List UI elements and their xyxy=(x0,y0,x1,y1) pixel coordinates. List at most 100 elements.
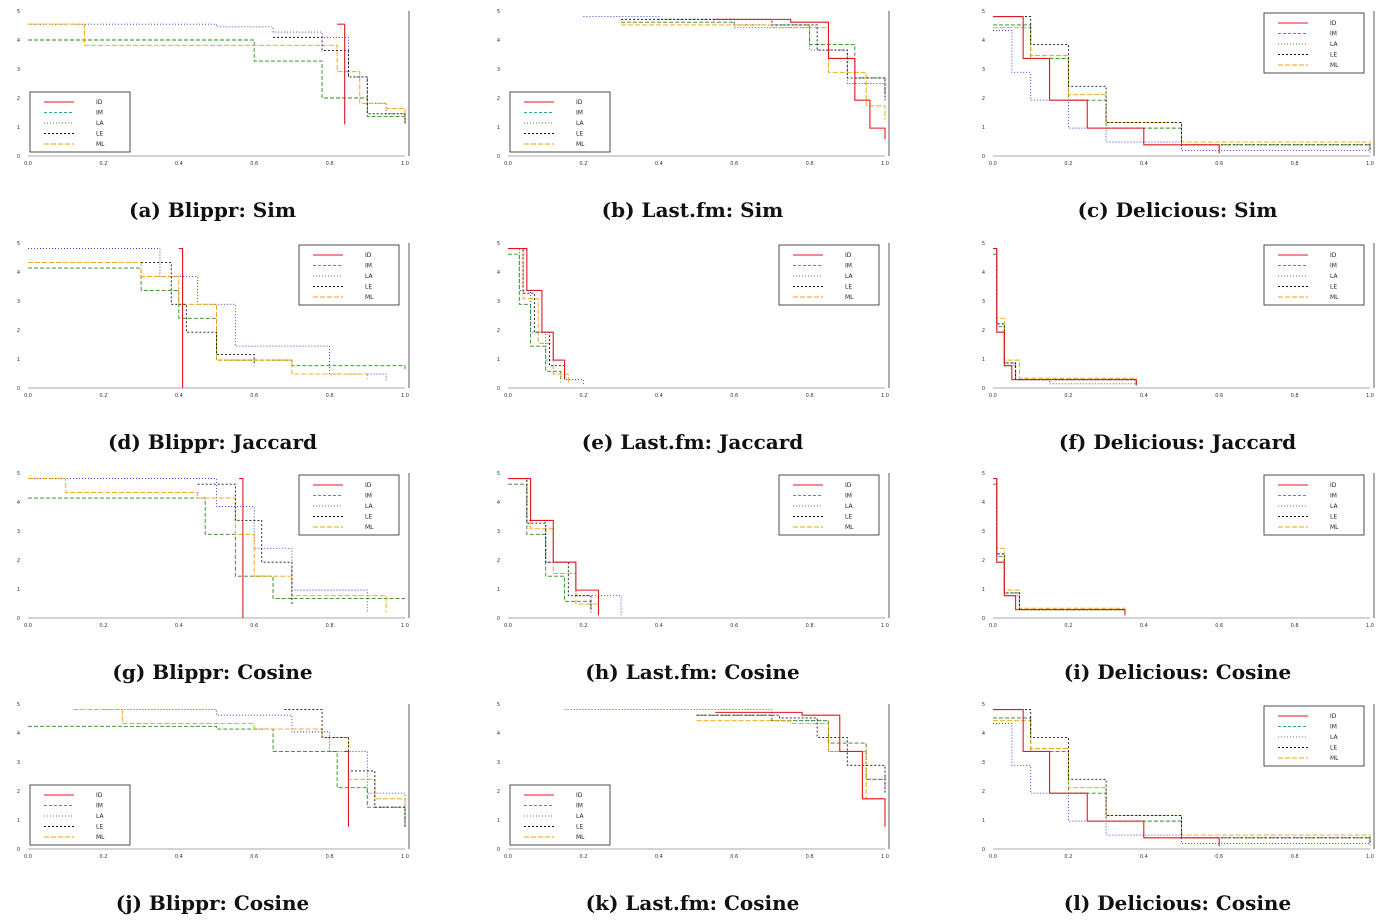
y-tick-label: 4 xyxy=(497,38,500,44)
legend-label-LA: LA xyxy=(1330,273,1338,280)
x-tick-label: 0.6 xyxy=(1215,393,1223,399)
x-tick-label: 0.8 xyxy=(806,393,814,399)
y-tick-label: 1 xyxy=(497,818,500,824)
y-tick-label: 4 xyxy=(497,500,500,506)
legend-label-ML: ML xyxy=(576,834,585,841)
x-tick-label: 0.6 xyxy=(250,393,258,399)
y-tick-label: 1 xyxy=(17,125,20,131)
x-tick-label: 0.2 xyxy=(99,161,107,167)
legend-label-ML: ML xyxy=(1330,294,1339,301)
series-line-black xyxy=(197,483,293,605)
legend-box xyxy=(509,91,611,153)
legend-label-LE: LE xyxy=(96,131,103,138)
legend-label-LE: LE xyxy=(1330,284,1337,291)
legend-box xyxy=(778,474,880,536)
y-tick-label: 5 xyxy=(17,241,20,247)
series-line-blue xyxy=(993,30,1371,154)
y-tick-label: 1 xyxy=(17,357,20,363)
series-line-red xyxy=(178,248,184,388)
chart-panel-l: 0.0 0.2 0.4 0.6 0.8 1.0 0 1 2 3 4 5 ID IM LA LE ML (l) De… xyxy=(975,698,1380,915)
y-tick-label: 5 xyxy=(17,702,20,708)
x-tick-label: 0.2 xyxy=(579,854,587,860)
series-line-orange xyxy=(508,248,569,383)
legend-label-LE: LE xyxy=(845,284,852,291)
legend-label-IM: IM xyxy=(1330,724,1337,731)
series-line-black xyxy=(696,714,886,794)
legend-label-ML: ML xyxy=(845,524,854,531)
legend-label-LA: LA xyxy=(365,273,373,280)
series-line-orange xyxy=(993,27,1371,151)
y-tick-label: 4 xyxy=(982,38,985,44)
x-tick-label: 0.6 xyxy=(250,623,258,629)
series-line-green xyxy=(28,39,406,125)
series-line-red xyxy=(508,478,600,616)
x-tick-label: 0.4 xyxy=(175,393,183,399)
x-tick-label: 1.0 xyxy=(401,854,409,860)
series-line-orange xyxy=(993,248,1137,385)
x-tick-label: 1.0 xyxy=(401,623,409,629)
legend-label-ID: ID xyxy=(96,99,103,106)
legend-label-LE: LE xyxy=(1330,52,1337,59)
chart-svg-k: 0.0 0.2 0.4 0.6 0.8 1.0 0 1 2 3 4 5 ID IM LA LE ML xyxy=(497,702,890,860)
x-tick-label: 0.0 xyxy=(504,161,512,167)
y-tick-label: 3 xyxy=(497,529,500,535)
caption-j: (j) Blippr: Cosine xyxy=(115,891,310,915)
x-tick-label: 0.2 xyxy=(99,854,107,860)
caption-e: (e) Last.fm: Jaccard xyxy=(581,430,804,454)
series-line-black xyxy=(273,36,406,125)
legend-label-IM: IM xyxy=(96,110,103,117)
legend-label-LE: LE xyxy=(845,514,852,521)
series-line-orange xyxy=(993,720,1371,844)
y-tick-label: 0 xyxy=(982,386,985,392)
x-tick-label: 0.0 xyxy=(989,393,997,399)
legend-label-ID: ID xyxy=(96,792,103,799)
legend-label-LA: LA xyxy=(576,120,584,127)
y-tick-label: 3 xyxy=(497,299,500,305)
x-tick-label: 0.4 xyxy=(175,161,183,167)
y-tick-label: 2 xyxy=(497,558,500,564)
series-line-blue xyxy=(508,478,622,616)
x-tick-label: 0.8 xyxy=(326,393,334,399)
y-tick-label: 1 xyxy=(497,357,500,363)
legend-label-ID: ID xyxy=(1330,713,1337,720)
legend-label-ML: ML xyxy=(576,141,585,148)
series-line-red xyxy=(715,18,886,140)
x-tick-label: 0.4 xyxy=(175,623,183,629)
legend-box xyxy=(1263,244,1365,306)
x-tick-label: 0.6 xyxy=(730,393,738,399)
legend-label-LA: LA xyxy=(845,273,853,280)
x-tick-label: 0.0 xyxy=(989,854,997,860)
y-tick-label: 3 xyxy=(982,760,985,766)
x-tick-label: 0.8 xyxy=(1291,161,1299,167)
legend-label-LA: LA xyxy=(845,503,853,510)
chart-panel-d: 0.0 0.2 0.4 0.6 0.8 1.0 0 1 2 3 4 5 ID IM LA LE ML (d) Bl… xyxy=(10,237,415,454)
legend-label-ID: ID xyxy=(845,482,852,489)
legend-label-ML: ML xyxy=(96,141,105,148)
series-line-orange xyxy=(28,262,368,380)
legend-label-LE: LE xyxy=(365,514,372,521)
y-tick-label: 5 xyxy=(982,471,985,477)
series-line-green xyxy=(508,253,562,383)
x-tick-label: 0.8 xyxy=(1291,623,1299,629)
chart-panel-j: 0.0 0.2 0.4 0.6 0.8 1.0 0 1 2 3 4 5 ID IM LA LE ML (j) Bl… xyxy=(10,698,415,915)
legend-label-LA: LA xyxy=(365,503,373,510)
chart-svg-l: 0.0 0.2 0.4 0.6 0.8 1.0 0 1 2 3 4 5 ID IM LA LE ML xyxy=(982,702,1375,860)
y-tick-label: 0 xyxy=(497,386,500,392)
series-line-red xyxy=(993,16,1220,154)
y-tick-label: 1 xyxy=(497,587,500,593)
y-tick-label: 5 xyxy=(17,471,20,477)
x-tick-label: 0.8 xyxy=(326,623,334,629)
chart-panel-b: 0.0 0.2 0.4 0.6 0.8 1.0 0 1 2 3 4 5 ID IM LA LE ML (b) La… xyxy=(490,5,895,222)
x-tick-label: 1.0 xyxy=(1366,623,1374,629)
x-tick-label: 0.0 xyxy=(24,393,32,399)
series-line-blue xyxy=(993,478,1126,616)
x-tick-label: 1.0 xyxy=(1366,393,1374,399)
series-line-black xyxy=(284,709,406,827)
x-tick-label: 0.0 xyxy=(24,854,32,860)
y-tick-label: 1 xyxy=(497,125,500,131)
series-line-blue xyxy=(993,723,1371,847)
legend-label-ID: ID xyxy=(1330,252,1337,259)
y-tick-label: 5 xyxy=(497,702,500,708)
legend-box xyxy=(1263,12,1365,74)
y-tick-label: 4 xyxy=(982,270,985,276)
